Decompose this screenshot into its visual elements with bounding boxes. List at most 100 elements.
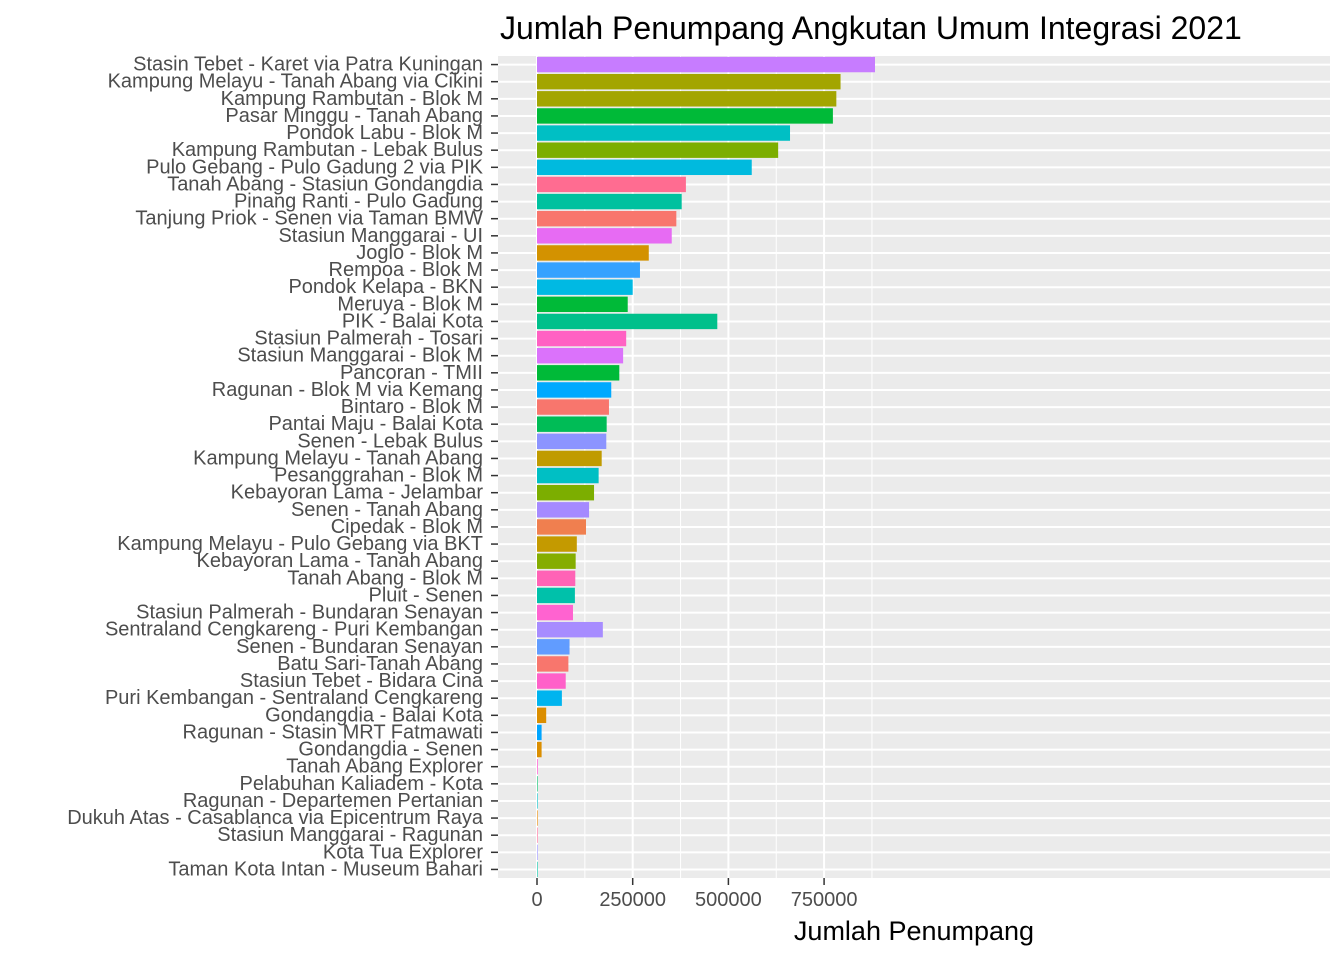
bar: [537, 844, 538, 861]
category-label: Dukuh Atas - Casablanca via Epicentrum R…: [67, 807, 484, 829]
bar: [537, 450, 602, 467]
bar: [537, 313, 718, 330]
bar: [537, 690, 562, 706]
bar: [537, 519, 586, 535]
category-label: Stasiun Manggarai - Blok M: [237, 345, 483, 367]
x-axis-title: Jumlah Penumpang: [794, 916, 1034, 946]
bars: [537, 56, 875, 878]
category-label: Stasin Tebet - Karet via Patra Kuningan: [133, 54, 483, 76]
category-label: Stasiun Palmerah - Bundaran Senayan: [136, 602, 483, 624]
bar: [537, 347, 624, 364]
bar: [537, 279, 633, 295]
category-label: Pinang Ranti - Pulo Gadung: [234, 191, 483, 213]
bar: [537, 827, 538, 843]
bar: [537, 245, 649, 261]
category-label: Cipedak - Blok M: [331, 516, 483, 538]
category-label: Kampung Rambutan - Blok M: [221, 88, 483, 110]
category-label: Kampung Melayu - Pulo Gebang via BKT: [117, 533, 483, 555]
bar: [537, 724, 542, 741]
chart-title: Jumlah Penumpang Angkutan Umum Integrasi…: [500, 10, 1242, 46]
category-label: Kampung Rambutan - Lebak Bulus: [172, 139, 483, 161]
category-label: Taman Kota Intan - Museum Bahari: [168, 858, 483, 880]
category-label: Stasiun Manggarai - Ragunan: [217, 824, 483, 846]
category-label: Gondangdia - Balai Kota: [265, 704, 484, 726]
x-tick-label: 750000: [791, 889, 858, 911]
category-label: Pancoran - TMII: [340, 362, 483, 384]
bar: [537, 365, 620, 381]
bar: [537, 399, 609, 415]
bar: [537, 142, 779, 158]
bar: [537, 621, 603, 638]
bar: [537, 193, 682, 210]
category-label: Ragunan - Departemen Pertanian: [183, 790, 483, 812]
category-label: Tanjung Priok - Senen via Taman BMW: [135, 208, 483, 230]
category-label: Pelabuhan Kaliadem - Kota: [240, 773, 484, 795]
category-label: Batu Sari-Tanah Abang: [277, 653, 483, 675]
bar: [537, 484, 595, 501]
bar: [537, 861, 538, 878]
bar: [537, 553, 576, 569]
category-label: Ragunan - Blok M via Kemang: [212, 379, 483, 401]
x-axis-ticks: 0 250000 500000 750000: [531, 878, 857, 911]
bar: [537, 416, 607, 432]
bar: [537, 604, 573, 621]
category-label: Rempoa - Blok M: [329, 259, 484, 281]
bar: [537, 382, 612, 398]
category-label: Joglo - Blok M: [356, 242, 483, 264]
category-label: Kampung Melayu - Tanah Abang via Cikini: [108, 71, 483, 93]
category-label: Pluit - Senen: [368, 584, 483, 606]
grid-minor: [584, 56, 873, 878]
bar: [537, 176, 686, 193]
category-label: Stasiun Palmerah - Tosari: [254, 328, 483, 350]
category-label: Senen - Lebak Bulus: [297, 430, 483, 452]
bar: [537, 707, 547, 724]
category-label: Pantai Maju - Balai Kota: [268, 413, 483, 435]
category-label: Pondok Kelapa - BKN: [288, 276, 483, 298]
bar: [537, 296, 628, 313]
bar: [537, 758, 538, 775]
bar: [537, 433, 607, 450]
plot-panel: [498, 56, 1330, 878]
bar: [537, 793, 538, 809]
category-label: Pulo Gebang - Pulo Gadung 2 via PIK: [146, 156, 484, 178]
category-label: Kota Tua Explorer: [323, 841, 483, 863]
bar: [537, 776, 538, 792]
bar: [537, 330, 627, 347]
grid-major: [498, 56, 1330, 878]
category-label: Tanah Abang - Stasiun Gondangdia: [167, 173, 484, 195]
category-label: Stasiun Manggarai - UI: [278, 225, 483, 247]
bar: [537, 125, 791, 141]
category-label: Sentraland Cengkareng - Puri Kembangan: [105, 619, 483, 641]
bar: [537, 570, 576, 587]
bar: [537, 502, 590, 518]
bar: [537, 228, 672, 244]
bar: [537, 159, 752, 176]
bar: [537, 108, 833, 124]
bar: [537, 810, 538, 826]
category-label: Stasiun Tebet - Bidara Cina: [240, 670, 484, 692]
category-label: Ragunan - Stasin MRT Fatmawati: [183, 721, 484, 743]
bar: [537, 262, 640, 278]
category-label: Senen - Bundaran Senayan: [236, 636, 483, 658]
category-label: Kebayoran Lama - Tanah Abang: [196, 550, 483, 572]
bar: [537, 639, 570, 655]
bar: [537, 536, 577, 552]
category-label: Meruya - Blok M: [337, 293, 483, 315]
category-label: Bintaro - Blok M: [341, 396, 483, 418]
category-label: Pesanggrahan - Blok M: [274, 465, 483, 487]
bar: [537, 673, 566, 689]
category-label: Pondok Labu - Blok M: [286, 122, 483, 144]
bar: [537, 56, 875, 73]
category-label: Senen - Tanah Abang: [291, 499, 483, 521]
category-label: PIK - Balai Kota: [342, 310, 484, 332]
bar: [537, 91, 837, 107]
category-label: Kampung Melayu - Tanah Abang: [193, 447, 483, 469]
x-tick-label: 250000: [599, 889, 666, 911]
category-label: Gondangdia - Senen: [298, 739, 483, 761]
bar: [537, 656, 569, 672]
bar: [537, 73, 841, 90]
x-tick-label: 0: [531, 889, 542, 911]
category-label: Pasar Minggu - Tanah Abang: [225, 105, 483, 127]
bar: [537, 741, 542, 758]
